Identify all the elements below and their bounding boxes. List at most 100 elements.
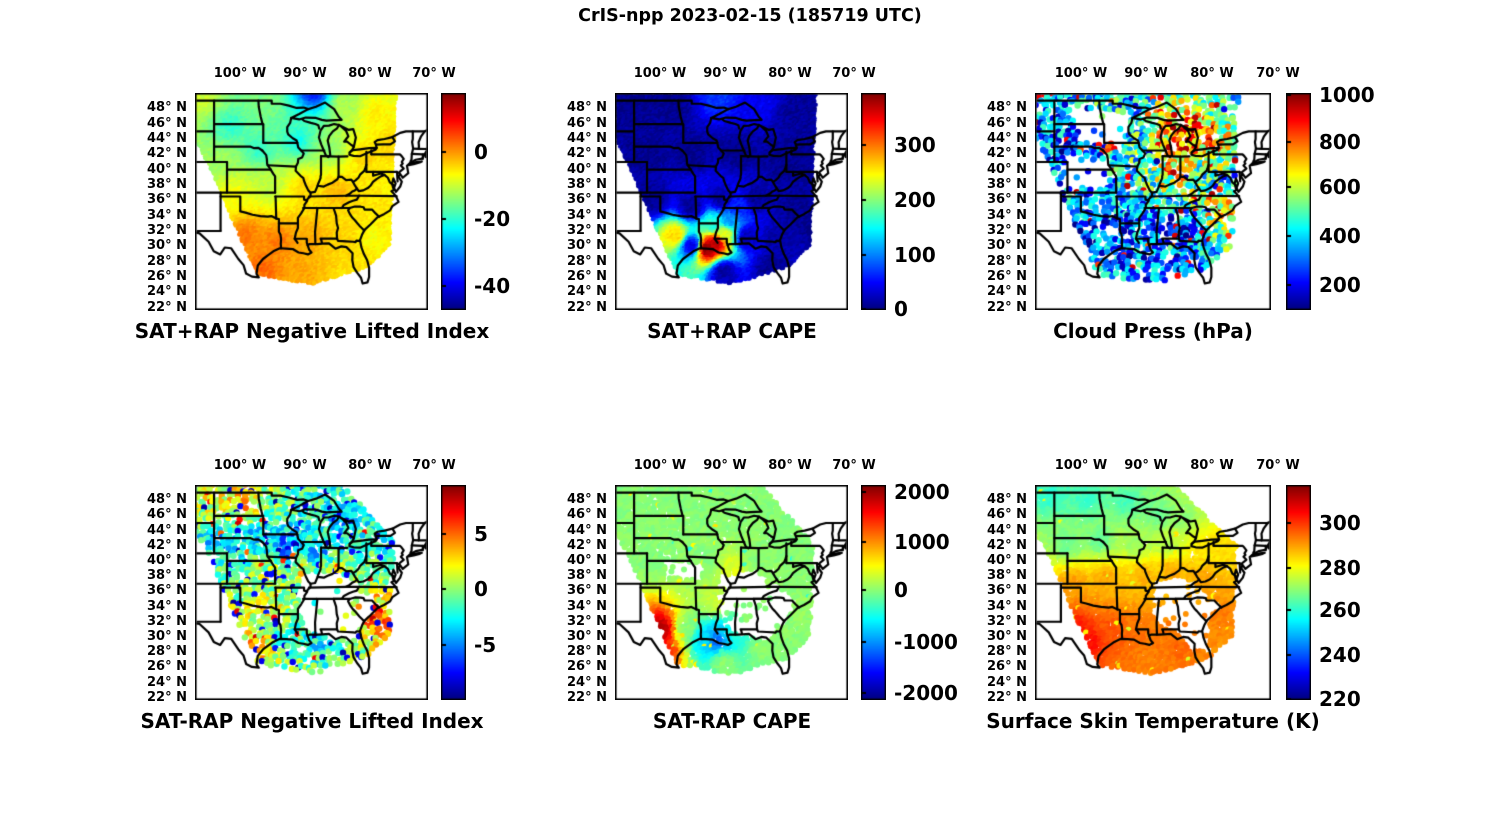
lat-tick-label: 34° N xyxy=(147,208,187,223)
lat-tick-label: 42° N xyxy=(567,146,607,161)
lat-tick-label: 32° N xyxy=(147,223,187,238)
colorbar-tick-label: 200 xyxy=(894,188,936,212)
lat-tick-label: 40° N xyxy=(987,553,1027,568)
lon-tick-label: 90° W xyxy=(283,66,327,81)
lat-tick-label: 28° N xyxy=(147,644,187,659)
lat-tick-label: 28° N xyxy=(567,254,607,269)
colorbar-tick-label: 0 xyxy=(474,140,488,164)
lat-tick-label: 36° N xyxy=(987,583,1027,598)
lat-tick-label: 22° N xyxy=(147,690,187,705)
lat-tick-label: 42° N xyxy=(147,538,187,553)
lat-tick-label: 46° N xyxy=(987,116,1027,131)
lat-tick-label: 44° N xyxy=(147,131,187,146)
colorbar-gradient xyxy=(1286,485,1311,700)
colorbar-tick-label: -2000 xyxy=(894,681,958,705)
lat-tick-label: 26° N xyxy=(987,659,1027,674)
lon-tick-label: 100° W xyxy=(1054,66,1108,81)
lat-tick-label: 22° N xyxy=(147,300,187,315)
lat-tick-label: 46° N xyxy=(147,507,187,522)
colorbar: 2000 1000 0 -1000 -2000 xyxy=(861,480,958,705)
colorbar-tick-label: 2000 xyxy=(894,480,950,504)
lat-tick-label: 44° N xyxy=(567,523,607,538)
lat-tick-label: 22° N xyxy=(987,300,1027,315)
colorbar-tick-label: -1000 xyxy=(894,630,958,654)
lat-tick-label: 46° N xyxy=(567,116,607,131)
lat-tick-label: 44° N xyxy=(147,523,187,538)
lat-tick-label: 38° N xyxy=(567,568,607,583)
lat-tick-label: 24° N xyxy=(987,675,1027,690)
map-canvas xyxy=(615,485,848,700)
figure-title: CrIS-npp 2023-02-15 (185719 UTC) xyxy=(578,6,922,26)
colorbar-tick-label: 0 xyxy=(474,577,488,601)
lat-tick-label: 44° N xyxy=(987,131,1027,146)
lat-tick-label: 28° N xyxy=(147,254,187,269)
lon-tick-label: 100° W xyxy=(1054,458,1108,473)
lat-tick-label: 30° N xyxy=(567,629,607,644)
lat-tick-label: 34° N xyxy=(567,599,607,614)
map-panel-1: 100° W 90° W 80° W 70° W 48° N 46° N 44° N 42°… xyxy=(135,66,510,343)
panel-title: SAT-RAP Negative Lifted Index xyxy=(140,709,484,733)
lon-tick-label: 70° W xyxy=(1256,458,1300,473)
lat-tick-label: 34° N xyxy=(987,599,1027,614)
colorbar-tick-label: 240 xyxy=(1319,643,1361,667)
colorbar-tick-label: -40 xyxy=(474,274,511,298)
lon-tick-label: 70° W xyxy=(1256,66,1300,81)
lat-tick-label: 48° N xyxy=(987,492,1027,507)
lat-tick-label: 38° N xyxy=(567,177,607,192)
lat-tick-label: 24° N xyxy=(987,284,1027,299)
lon-tick-label: 80° W xyxy=(768,458,812,473)
lat-tick-label: 42° N xyxy=(567,538,607,553)
colorbar-tick-label: 600 xyxy=(1319,175,1361,199)
lat-tick-label: 32° N xyxy=(567,614,607,629)
lat-tick-label: 44° N xyxy=(987,523,1027,538)
lat-tick-label: 36° N xyxy=(567,583,607,598)
lon-tick-label: 90° W xyxy=(1124,66,1168,81)
colorbar-tick-label: 100 xyxy=(894,243,936,267)
lon-tick-label: 100° W xyxy=(213,66,267,81)
colorbar: 300 200 100 0 xyxy=(861,93,936,321)
colorbar-tick-label: 0 xyxy=(894,578,908,602)
lat-tick-label: 44° N xyxy=(567,131,607,146)
colorbar-gradient xyxy=(441,485,466,700)
map-panel-4: 100° W 90° W 80° W 70° W 48° N 46° N 44° N 42°… xyxy=(140,458,496,733)
colorbar-tick-label: 0 xyxy=(894,297,908,321)
lon-tick-label: 80° W xyxy=(348,458,392,473)
colorbar-tick-label: 220 xyxy=(1319,687,1361,711)
lat-tick-label: 38° N xyxy=(987,177,1027,192)
lat-tick-label: 38° N xyxy=(987,568,1027,583)
lat-tick-label: 24° N xyxy=(567,284,607,299)
panel-title: SAT+RAP Negative Lifted Index xyxy=(134,319,490,343)
lat-tick-label: 42° N xyxy=(147,146,187,161)
lat-tick-label: 48° N xyxy=(147,492,187,507)
lon-tick-label: 70° W xyxy=(412,458,456,473)
panel-title: Surface Skin Temperature (K) xyxy=(986,709,1320,733)
colorbar: 5 0 -5 xyxy=(441,485,496,700)
lat-tick-label: 22° N xyxy=(567,300,607,315)
lat-tick-label: 34° N xyxy=(567,208,607,223)
lat-tick-label: 30° N xyxy=(147,238,187,253)
colorbar-gradient xyxy=(1286,93,1311,310)
map-panel-5: 100° W 90° W 80° W 70° W 48° N 46° N 44° N 42°… xyxy=(567,458,958,733)
lon-tick-label: 100° W xyxy=(213,458,267,473)
colorbar-tick-label: 400 xyxy=(1319,224,1361,248)
colorbar-tick-label: -5 xyxy=(474,633,497,657)
panel-title: SAT-RAP CAPE xyxy=(652,709,812,733)
map-canvas xyxy=(1035,485,1271,700)
lat-tick-label: 48° N xyxy=(147,100,187,115)
colorbar-tick-label: 1000 xyxy=(894,530,950,554)
lat-tick-label: 34° N xyxy=(147,599,187,614)
colorbar-gradient xyxy=(441,93,466,310)
lat-tick-label: 26° N xyxy=(147,269,187,284)
lat-tick-label: 36° N xyxy=(147,192,187,207)
colorbar-tick-label: 300 xyxy=(894,133,936,157)
lat-tick-label: 40° N xyxy=(987,162,1027,177)
lat-tick-label: 30° N xyxy=(987,629,1027,644)
lat-tick-label: 30° N xyxy=(567,238,607,253)
lat-tick-label: 40° N xyxy=(147,553,187,568)
map-panel-3: 100° W 90° W 80° W 70° W 48° N 46° N 44° N 42°… xyxy=(987,66,1375,343)
lat-tick-label: 24° N xyxy=(567,675,607,690)
lat-tick-label: 28° N xyxy=(987,644,1027,659)
lon-tick-label: 90° W xyxy=(703,458,747,473)
colorbar-tick-label: 800 xyxy=(1319,130,1361,154)
